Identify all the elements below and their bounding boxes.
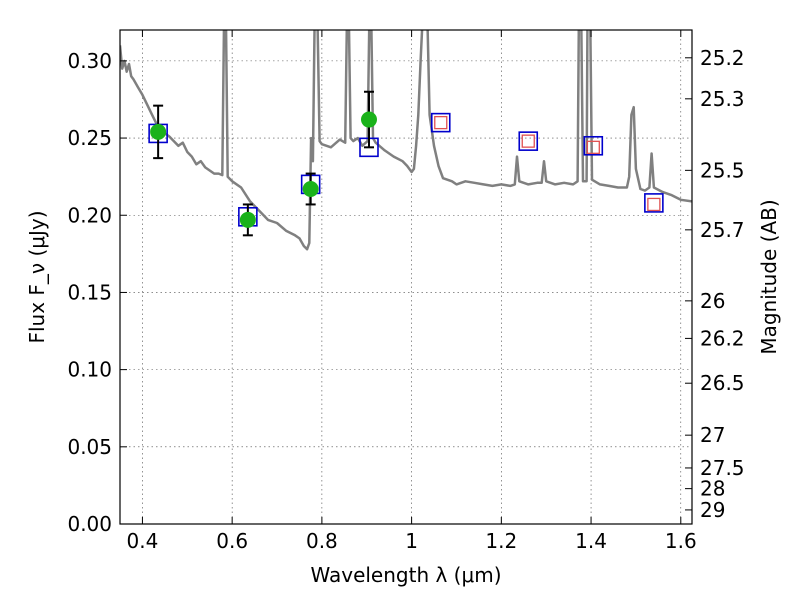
predicted-flux-box (586, 140, 600, 154)
predicted-flux-box (647, 197, 661, 212)
predicted-flux-box (434, 115, 448, 130)
x-tick-label: 1.2 (485, 529, 517, 553)
x-tick-label: 1 (405, 529, 418, 553)
grid-lines (120, 30, 692, 525)
right-axis-label: Magnitude (AB) (757, 199, 781, 354)
y-tick-label: 0.15 (67, 280, 112, 304)
x-axis-label: Wavelength λ (μm) (310, 563, 501, 587)
right-tick-label: 25.7 (700, 218, 745, 242)
observed-flux-point (150, 123, 167, 140)
observed-flux-point (360, 111, 377, 128)
y-tick-label: 0.10 (67, 358, 112, 382)
right-tick-label: 26.2 (700, 326, 745, 350)
x-tick-label: 1.4 (575, 529, 607, 553)
data-points (148, 90, 664, 237)
right-tick-label: 26.5 (700, 371, 745, 395)
y-tick-label: 0.20 (67, 203, 112, 227)
y-axis-label: Flux F_ν (μJy) (25, 210, 49, 343)
model-flux-box (430, 112, 451, 133)
x-tick-label: 0.4 (127, 529, 159, 553)
observed-flux-point (302, 181, 319, 198)
right-tick-label: 25.2 (700, 46, 745, 70)
observed-flux-point (239, 211, 256, 228)
right-tick-label: 29 (700, 498, 725, 522)
model-flux-box (644, 193, 664, 213)
y-tick-label: 0.25 (67, 126, 112, 150)
predicted-flux-box (521, 134, 535, 148)
y-tick-label: 0.05 (67, 435, 112, 459)
right-tick-label: 28 (700, 477, 725, 501)
model-spectrum (120, 30, 692, 251)
model-spectrum-line (120, 30, 692, 251)
right-tick-label: 25.3 (700, 87, 745, 111)
right-tick-label: 27 (700, 423, 725, 447)
axis-ticks: 0.4 0.6 0.8 1 1.2 1.4 1.6 0.00 0.05 0.10 0.15 0.20 0… (67, 30, 745, 553)
plot-frame (119, 29, 693, 525)
y-tick-label: 0.00 (67, 512, 112, 536)
x-tick-label: 0.8 (306, 529, 338, 553)
y-tick-label: 0.30 (67, 49, 112, 73)
model-flux-box (518, 131, 539, 151)
x-tick-label: 0.6 (216, 529, 248, 553)
right-tick-label: 26 (700, 289, 725, 313)
model-flux-box (583, 135, 604, 156)
right-tick-label: 27.5 (700, 456, 745, 480)
right-tick-label: 25.5 (700, 158, 745, 182)
x-tick-label: 1.6 (665, 529, 697, 553)
